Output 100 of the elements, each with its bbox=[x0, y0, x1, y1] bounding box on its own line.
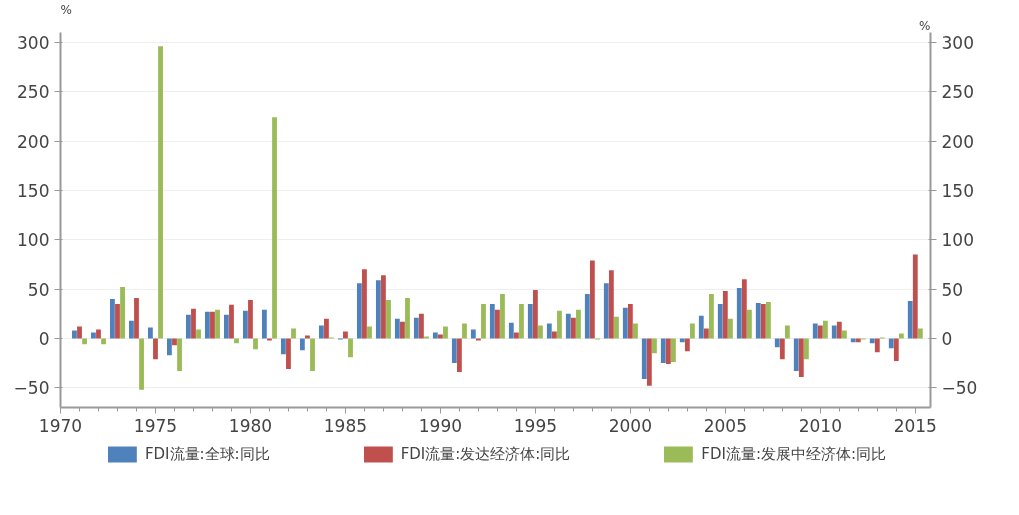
bar bbox=[210, 311, 215, 339]
bar bbox=[375, 280, 381, 339]
bar bbox=[229, 304, 234, 339]
y-tick-label: 250 bbox=[17, 82, 50, 103]
bar bbox=[709, 294, 714, 339]
bar bbox=[139, 338, 144, 390]
bar bbox=[405, 297, 410, 339]
bar bbox=[481, 303, 486, 339]
bar bbox=[299, 338, 305, 351]
bar bbox=[817, 325, 823, 339]
bar bbox=[318, 325, 324, 339]
bar bbox=[527, 303, 533, 339]
bar bbox=[324, 318, 329, 339]
bar bbox=[850, 338, 856, 343]
bar bbox=[741, 279, 747, 339]
bar bbox=[793, 338, 799, 371]
bar bbox=[912, 254, 918, 339]
bar bbox=[698, 315, 704, 339]
bar bbox=[204, 311, 210, 339]
bar bbox=[489, 303, 495, 339]
bar bbox=[72, 330, 77, 339]
bar bbox=[101, 338, 106, 345]
bar bbox=[836, 321, 842, 339]
bar bbox=[77, 326, 82, 339]
y2-tick-label: 100 bbox=[941, 230, 974, 251]
bar bbox=[722, 291, 728, 339]
bar bbox=[831, 325, 837, 339]
bar bbox=[451, 338, 457, 364]
bar bbox=[286, 338, 291, 370]
bar bbox=[362, 269, 367, 339]
bar bbox=[728, 318, 733, 339]
bar bbox=[584, 294, 590, 339]
bar bbox=[760, 303, 766, 339]
bar bbox=[457, 338, 462, 372]
x-tick-label: 1985 bbox=[323, 415, 368, 436]
bar bbox=[280, 338, 286, 355]
bar bbox=[917, 328, 923, 339]
bar bbox=[608, 270, 614, 339]
bar bbox=[120, 287, 125, 339]
bar bbox=[898, 333, 904, 339]
x-tick-label: 1970 bbox=[38, 415, 83, 436]
bar bbox=[747, 309, 752, 339]
bar bbox=[646, 338, 652, 386]
bar bbox=[167, 338, 172, 356]
bar bbox=[500, 294, 505, 339]
bar bbox=[546, 323, 552, 339]
bar bbox=[570, 317, 576, 339]
bar bbox=[343, 331, 348, 339]
bar bbox=[253, 338, 258, 350]
y2-tick-label: 150 bbox=[941, 180, 974, 201]
bar bbox=[614, 316, 619, 339]
bar bbox=[893, 338, 899, 362]
bar bbox=[242, 310, 248, 339]
bar bbox=[356, 283, 362, 339]
bar bbox=[443, 326, 448, 339]
bar bbox=[779, 338, 785, 360]
bar bbox=[855, 338, 861, 343]
bar bbox=[462, 323, 467, 339]
bar bbox=[841, 330, 847, 339]
bar bbox=[413, 317, 419, 339]
bar bbox=[755, 302, 761, 339]
bar bbox=[400, 321, 405, 339]
bar bbox=[565, 313, 571, 339]
bar bbox=[671, 338, 676, 363]
y2-axis-title: % bbox=[919, 18, 931, 33]
y2-tick-label: 0 bbox=[941, 328, 953, 349]
bar bbox=[798, 338, 804, 377]
y-tick-label: 100 bbox=[17, 230, 50, 251]
bar bbox=[690, 323, 695, 339]
bar bbox=[196, 329, 201, 339]
bar bbox=[234, 338, 239, 344]
bar bbox=[82, 338, 87, 345]
bar bbox=[186, 314, 191, 339]
x-tick-label: 2015 bbox=[893, 415, 937, 436]
legend-label: FDI流量:发展中经济体:同比 bbox=[701, 444, 887, 464]
x-tick-label: 1990 bbox=[418, 415, 463, 436]
bar bbox=[538, 325, 543, 339]
bar bbox=[191, 308, 196, 339]
bar bbox=[589, 260, 595, 339]
bar bbox=[470, 329, 476, 339]
bar bbox=[177, 338, 182, 371]
bar bbox=[367, 326, 372, 339]
bar bbox=[633, 323, 638, 339]
bar bbox=[803, 338, 809, 360]
bar bbox=[874, 338, 880, 353]
bar bbox=[223, 314, 229, 339]
y2-tick-label: −50 bbox=[941, 378, 978, 399]
bar bbox=[679, 338, 685, 343]
bar bbox=[129, 320, 134, 339]
bar bbox=[386, 299, 391, 339]
bar bbox=[774, 338, 780, 348]
bar bbox=[158, 46, 163, 339]
bar bbox=[576, 309, 581, 339]
bar bbox=[622, 307, 628, 339]
x-tick-label: 2010 bbox=[798, 415, 842, 436]
x-tick-label: 1975 bbox=[133, 415, 178, 436]
y-tick-label: 200 bbox=[17, 131, 50, 152]
legend-label: FDI流量:全球:同比 bbox=[144, 444, 270, 464]
bar bbox=[736, 288, 742, 339]
bar bbox=[96, 329, 101, 339]
